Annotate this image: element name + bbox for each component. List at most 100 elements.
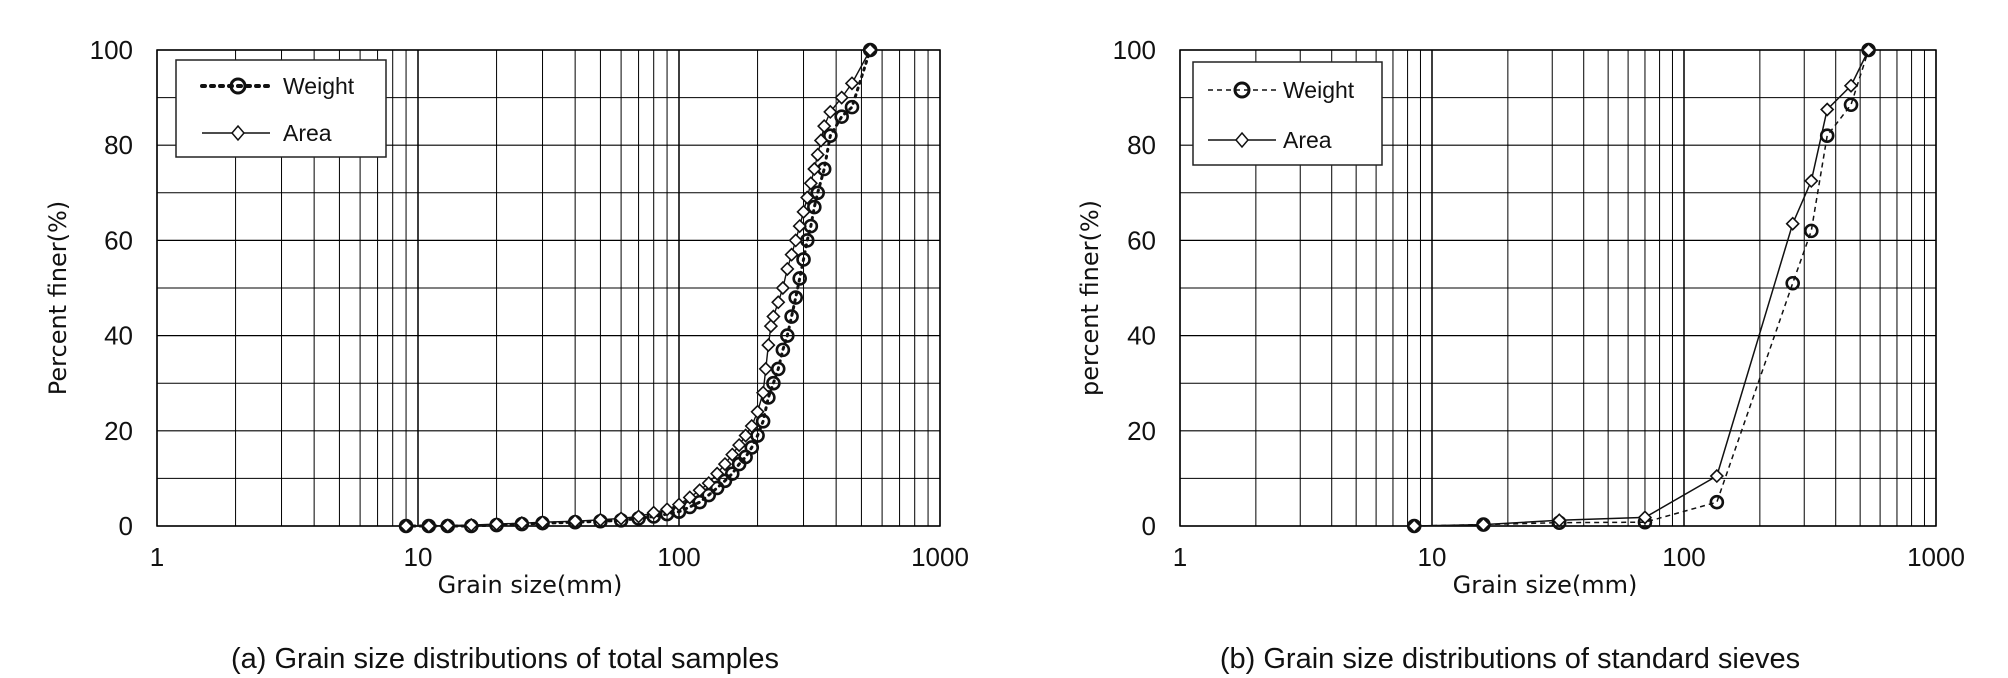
a-area-point (780, 261, 795, 277)
a-area-point (844, 76, 860, 91)
chart-b: 0 20 40 60 80 100 1 10 100 1000 Grain size(mm) p… (1076, 35, 1965, 675)
a-ytick-label: 0 (119, 511, 133, 541)
a-area-point (717, 456, 733, 472)
a-area-point (813, 133, 829, 148)
chart-b-legend-area-label: Area (1283, 127, 1332, 153)
a-area-point (817, 119, 832, 134)
a-area-point (750, 404, 765, 419)
a-area-point (613, 511, 629, 526)
b-area-point (1861, 42, 1876, 58)
b-ytick-label: 80 (1127, 130, 1156, 160)
b-area-point (1552, 513, 1567, 528)
chart-b-legend-area-marker (1235, 131, 1249, 149)
b-xtick-label: 1000 (1907, 542, 1965, 572)
chart-b-x-ticks: 1 10 100 1000 (1173, 542, 1965, 572)
chart-b-y-ticks: 0 20 40 60 80 100 (1113, 35, 1156, 541)
chart-a-x-ticks: 1 10 100 1000 (150, 542, 969, 572)
a-weight-point (796, 252, 811, 267)
a-weight-point (807, 199, 822, 215)
a-area-point (834, 90, 849, 105)
a-area-point (593, 512, 608, 527)
a-area-point (744, 418, 759, 434)
chart-b-series (1406, 42, 1876, 534)
a-area-point (755, 385, 771, 400)
b-weight-point (1785, 275, 1801, 291)
chart-a-legend-area-label: Area (283, 120, 332, 146)
b-area-point (1476, 517, 1491, 532)
a-area-point (671, 497, 687, 512)
chart-b-legend-weight-label: Weight (1283, 77, 1355, 103)
a-ytick-label: 80 (104, 130, 133, 160)
a-weight-point (810, 185, 826, 201)
b-ytick-label: 60 (1127, 225, 1156, 255)
chart-a-legend-area-marker (231, 124, 245, 142)
a-area-point (788, 233, 803, 248)
a-series-area-line (406, 49, 871, 527)
b-weight-point (1709, 494, 1725, 510)
b-xtick-label: 1 (1173, 542, 1187, 572)
a-area-point (784, 247, 799, 262)
a-area-point (810, 147, 825, 162)
a-area-point (725, 447, 740, 462)
a-area-point (738, 428, 753, 443)
a-weight-point (780, 328, 795, 343)
a-weight-point (744, 440, 760, 455)
a-xtick-label: 10 (404, 542, 433, 572)
a-area-point (421, 518, 436, 534)
a-weight-point (834, 109, 849, 124)
a-weight-point (766, 375, 781, 391)
a-area-point (631, 509, 646, 524)
chart-a-y-ticks: 0 20 40 60 80 100 (90, 35, 133, 541)
a-area-point (863, 42, 878, 58)
a-area-point (800, 190, 815, 205)
a-area-point (568, 514, 583, 529)
a-area-point (398, 518, 414, 534)
a-area-point (682, 490, 697, 505)
a-area-point (659, 502, 675, 517)
b-ytick-label: 20 (1127, 416, 1156, 446)
a-area-point (535, 515, 550, 530)
b-xtick-label: 10 (1418, 542, 1447, 572)
b-area-point (1637, 510, 1653, 525)
b-weight-point (1843, 97, 1859, 113)
a-area-point (763, 318, 779, 334)
a-weight-point (844, 99, 860, 115)
a-weight-point (775, 342, 791, 358)
a-ytick-label: 20 (104, 416, 133, 446)
a-weight-point (755, 413, 771, 429)
a-area-point (766, 309, 781, 324)
b-area-point (1709, 468, 1724, 484)
a-ytick-label: 60 (104, 225, 133, 255)
b-ytick-label: 40 (1127, 321, 1156, 351)
b-ytick-label: 0 (1142, 511, 1156, 541)
chart-a-legend-box (175, 59, 387, 158)
chart-b-ylabel: percent finer(%) (1076, 200, 1104, 396)
a-area-point (823, 104, 838, 120)
b-area-point (1407, 518, 1422, 534)
b-area-point (1820, 102, 1835, 117)
a-area-point (807, 161, 822, 177)
a-area-point (732, 437, 747, 453)
a-area-point (792, 218, 807, 234)
a-area-point (440, 518, 455, 533)
a-ytick-label: 40 (104, 321, 133, 351)
a-weight-point (823, 128, 838, 143)
a-area-point (761, 337, 776, 353)
b-area-point (1843, 78, 1859, 93)
a-ytick-label: 100 (90, 35, 133, 65)
a-weight-point (709, 480, 725, 496)
chart-a-caption: (a) Grain size distributions of total sa… (231, 643, 779, 675)
a-weight-point (788, 290, 804, 305)
chart-b-legend-box (1192, 61, 1383, 166)
chart-b-legend-weight-marker (1233, 81, 1251, 99)
chart-a-legend-weight-marker (229, 77, 247, 95)
a-area-point (758, 361, 773, 377)
a-area-point (646, 505, 661, 520)
a-weight-point (724, 466, 740, 481)
chart-a-legend-weight-label: Weight (283, 73, 355, 99)
a-area-point (464, 517, 479, 533)
a-area-point (775, 280, 790, 296)
chart-a-legend: Weight Area (175, 59, 387, 158)
